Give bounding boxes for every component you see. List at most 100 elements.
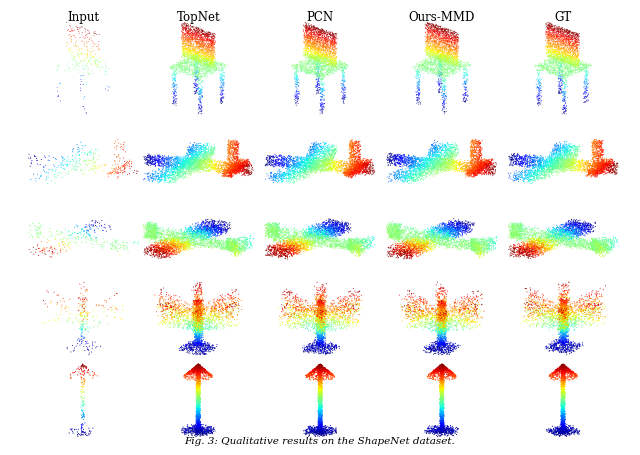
Point	[428, 164, 438, 171]
Point	[558, 361, 568, 368]
Point	[556, 295, 566, 302]
Point	[401, 174, 412, 181]
Point	[191, 368, 202, 375]
Point	[317, 80, 328, 87]
Point	[328, 372, 338, 379]
Point	[282, 245, 292, 253]
Point	[152, 233, 163, 240]
Point	[557, 324, 568, 332]
Point	[328, 322, 338, 329]
Point	[550, 162, 560, 169]
Point	[533, 84, 543, 91]
Point	[314, 342, 324, 349]
Point	[560, 297, 570, 304]
Point	[328, 343, 338, 350]
Point	[184, 424, 195, 431]
Point	[561, 55, 572, 62]
Point	[315, 313, 325, 321]
Point	[566, 159, 576, 167]
Point	[342, 242, 352, 249]
Point	[261, 232, 271, 239]
Point	[164, 233, 174, 241]
Point	[196, 43, 207, 50]
Point	[193, 152, 203, 160]
Point	[308, 56, 319, 63]
Point	[351, 238, 361, 246]
Point	[556, 422, 566, 429]
Point	[444, 311, 454, 318]
Point	[598, 146, 608, 153]
Point	[556, 425, 566, 432]
Point	[479, 162, 490, 169]
Point	[460, 295, 470, 302]
Point	[355, 167, 365, 174]
Point	[215, 244, 225, 252]
Point	[354, 311, 364, 318]
Point	[210, 64, 220, 71]
Point	[194, 422, 204, 429]
Point	[522, 234, 532, 242]
Point	[507, 229, 517, 236]
Point	[447, 63, 458, 71]
Point	[595, 162, 605, 170]
Point	[435, 75, 445, 82]
Point	[568, 57, 578, 64]
Point	[195, 46, 205, 54]
Point	[205, 158, 216, 165]
Point	[403, 230, 413, 237]
Point	[557, 312, 567, 319]
Point	[191, 410, 202, 418]
Point	[574, 219, 584, 226]
Point	[88, 167, 98, 174]
Point	[312, 226, 322, 233]
Point	[340, 218, 351, 226]
Point	[197, 242, 207, 249]
Point	[562, 35, 572, 42]
Point	[183, 370, 193, 377]
Point	[290, 245, 300, 253]
Point	[559, 96, 570, 103]
Point	[161, 243, 171, 250]
Point	[204, 46, 214, 54]
Point	[554, 53, 564, 61]
Point	[591, 237, 602, 244]
Point	[348, 167, 358, 174]
Point	[193, 423, 203, 430]
Point	[435, 43, 445, 51]
Point	[340, 78, 350, 85]
Point	[319, 43, 330, 51]
Point	[475, 141, 485, 148]
Point	[300, 169, 310, 176]
Point	[435, 318, 445, 325]
Point	[209, 313, 219, 320]
Point	[557, 234, 568, 242]
Point	[558, 377, 568, 384]
Point	[186, 245, 196, 252]
Point	[192, 54, 202, 61]
Point	[326, 60, 337, 67]
Point	[536, 248, 546, 255]
Point	[600, 161, 610, 168]
Point	[560, 46, 570, 53]
Point	[205, 60, 216, 67]
Point	[230, 167, 240, 175]
Point	[188, 71, 198, 78]
Point	[186, 167, 196, 174]
Point	[191, 68, 201, 76]
Point	[310, 366, 321, 373]
Point	[312, 53, 323, 60]
Point	[308, 223, 318, 230]
Point	[434, 30, 444, 37]
Point	[194, 369, 204, 376]
Point	[402, 252, 412, 259]
Point	[191, 296, 201, 303]
Point	[558, 309, 568, 317]
Point	[587, 152, 597, 159]
Point	[392, 229, 402, 237]
Point	[438, 234, 448, 242]
Point	[193, 337, 203, 344]
Point	[509, 245, 519, 253]
Point	[430, 52, 440, 60]
Point	[314, 64, 324, 71]
Point	[84, 157, 94, 164]
